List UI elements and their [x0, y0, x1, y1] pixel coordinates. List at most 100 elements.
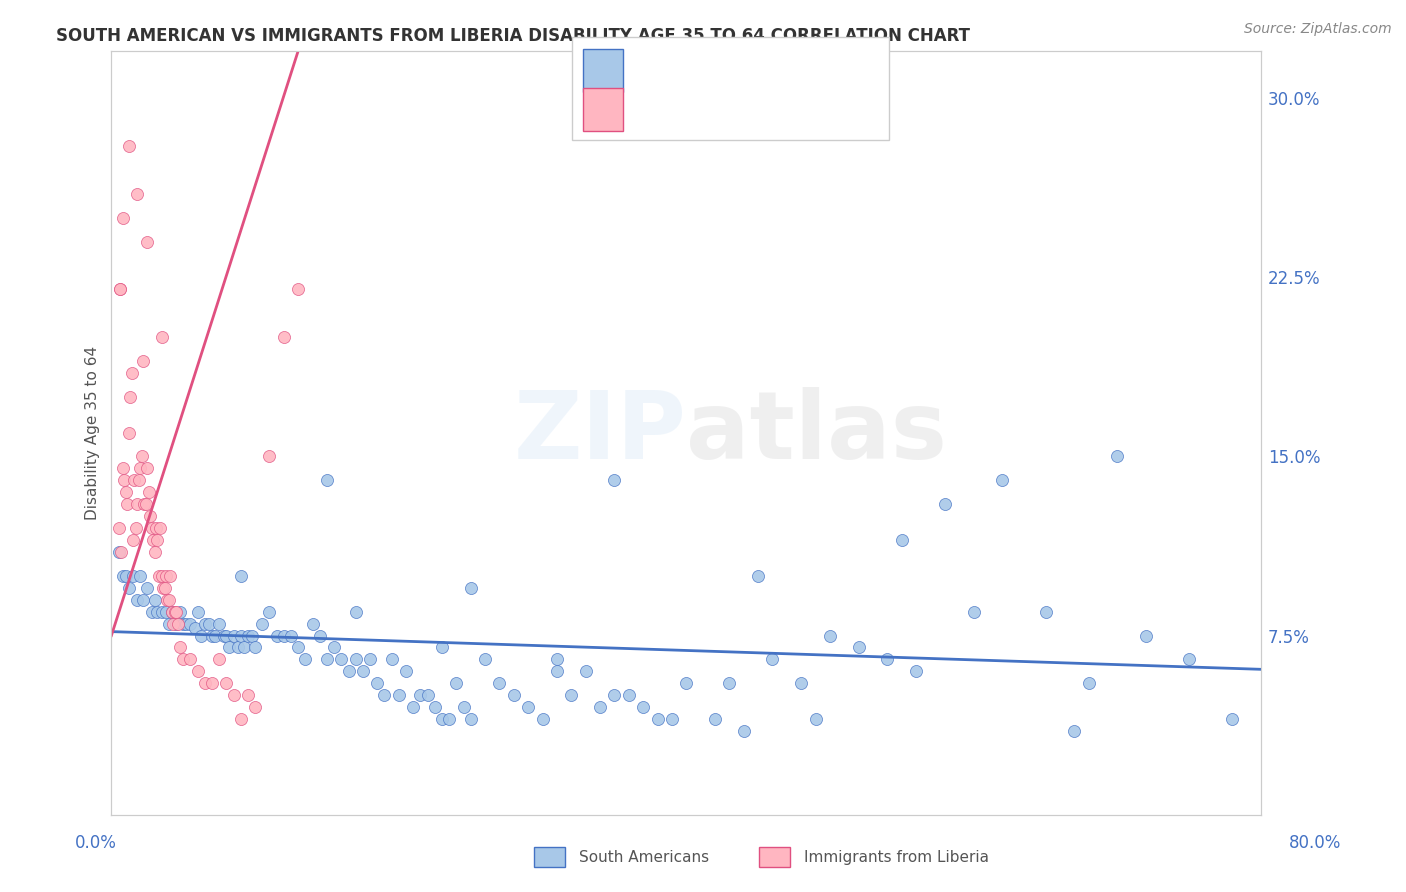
Point: [110, 545, 132, 559]
Point: [134, 497, 156, 511]
Point: [661, 712, 683, 726]
Point: [1107, 450, 1129, 464]
Point: [111, 211, 134, 225]
Point: [121, 366, 143, 380]
Point: [127, 592, 149, 607]
Point: [236, 688, 259, 702]
Point: [589, 700, 612, 714]
Text: R =  0.504   N = 63: R = 0.504 N = 63: [640, 101, 831, 119]
Point: [718, 676, 741, 690]
Point: [631, 700, 654, 714]
Point: [423, 700, 446, 714]
Point: [125, 521, 148, 535]
Point: [229, 628, 252, 642]
Point: [132, 354, 155, 368]
Point: [453, 700, 475, 714]
Point: [155, 569, 177, 583]
Point: [229, 569, 252, 583]
Point: [273, 628, 295, 642]
Point: [395, 665, 418, 679]
Point: [1178, 652, 1201, 666]
Point: [174, 616, 197, 631]
Point: [409, 688, 432, 702]
Point: [194, 676, 217, 690]
Point: [128, 474, 150, 488]
Point: [344, 605, 367, 619]
Point: [366, 676, 388, 690]
Point: [155, 605, 177, 619]
Point: [112, 474, 135, 488]
Point: [169, 605, 191, 619]
Point: [107, 521, 129, 535]
Point: [236, 628, 259, 642]
Point: [252, 616, 274, 631]
Point: [531, 712, 554, 726]
Point: [1063, 724, 1085, 739]
Point: [129, 569, 152, 583]
Point: [890, 533, 912, 547]
Point: [603, 474, 626, 488]
Point: [502, 688, 524, 702]
Point: [761, 652, 783, 666]
Point: [212, 628, 235, 642]
Point: [301, 616, 323, 631]
Point: [159, 569, 181, 583]
Point: [474, 652, 496, 666]
Point: [114, 485, 136, 500]
Point: [165, 605, 187, 619]
Point: [287, 640, 309, 655]
Point: [146, 605, 169, 619]
Point: [150, 330, 173, 344]
Point: [111, 461, 134, 475]
Point: [259, 605, 281, 619]
Text: atlas: atlas: [686, 386, 948, 479]
Text: ZIP: ZIP: [513, 386, 686, 479]
Point: [169, 640, 191, 655]
Point: [149, 521, 172, 535]
Point: [136, 461, 159, 475]
Point: [160, 605, 183, 619]
Point: [201, 676, 224, 690]
Point: [131, 450, 153, 464]
Point: [430, 640, 453, 655]
Text: 80.0%: 80.0%: [1288, 834, 1341, 852]
Point: [124, 474, 146, 488]
Point: [243, 640, 266, 655]
Point: [229, 712, 252, 726]
Point: [330, 652, 353, 666]
Point: [991, 474, 1014, 488]
Point: [107, 545, 129, 559]
Point: [122, 533, 145, 547]
Point: [373, 688, 395, 702]
Point: [266, 628, 288, 642]
Point: [152, 581, 174, 595]
Point: [141, 605, 163, 619]
Point: [179, 616, 201, 631]
Point: [120, 390, 142, 404]
Point: [323, 640, 346, 655]
Point: [316, 474, 339, 488]
Point: [818, 628, 841, 642]
Point: [156, 592, 179, 607]
Point: [166, 616, 188, 631]
Point: [162, 616, 184, 631]
Point: [122, 569, 145, 583]
Point: [747, 569, 769, 583]
Point: [222, 688, 245, 702]
Point: [172, 616, 194, 631]
Point: [243, 700, 266, 714]
Point: [1135, 628, 1157, 642]
Point: [141, 521, 163, 535]
Point: [603, 688, 626, 702]
Point: [546, 652, 568, 666]
Point: [905, 665, 928, 679]
Point: [848, 640, 870, 655]
Point: [647, 712, 669, 726]
Point: [316, 652, 339, 666]
Point: [114, 569, 136, 583]
Point: [617, 688, 640, 702]
Point: [1035, 605, 1057, 619]
Point: [575, 665, 598, 679]
Point: [359, 652, 381, 666]
Point: [135, 497, 157, 511]
